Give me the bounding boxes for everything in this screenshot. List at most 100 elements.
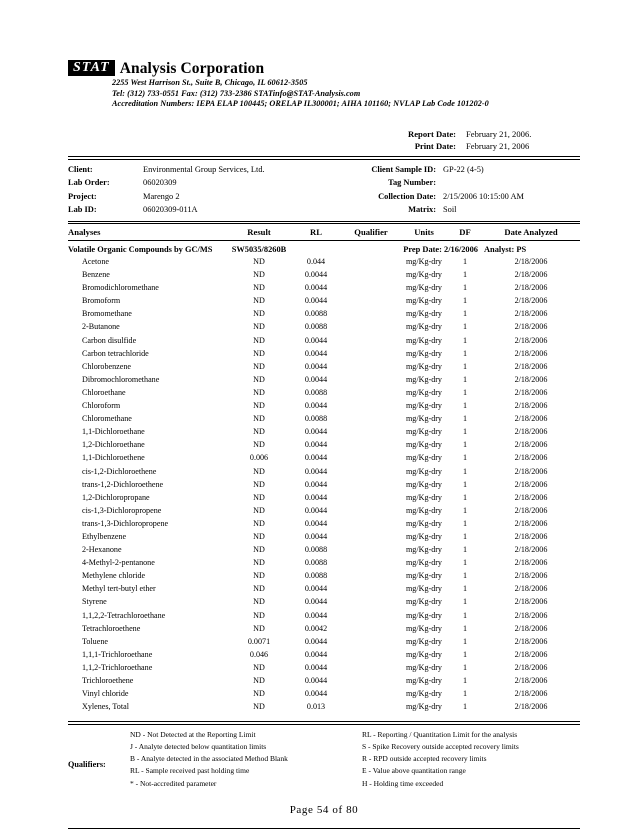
cell-dilution-factor: 1 (462, 322, 468, 332)
legend-left-column: ND - Not Detected at the Reporting Limit… (130, 729, 362, 790)
cell-units: mg/Kg-dry (406, 545, 442, 555)
legend-item: S - Spike Recovery outside accepted reco… (362, 741, 519, 751)
qualifier-legend: Qualifiers: ND - Not Detected at the Rep… (68, 725, 580, 790)
cell-date-analyzed: 2/18/2006 (514, 270, 548, 280)
cell-analyte: cis-1,2-Dichloroethene (82, 466, 157, 476)
cell-units: mg/Kg-dry (406, 676, 442, 685)
header-rl: RL (310, 227, 322, 237)
cell-date-analyzed: 2/18/2006 (514, 492, 548, 502)
cell-date-analyzed: 2/18/2006 (514, 309, 548, 319)
cell-qualifier (342, 543, 400, 556)
cell-reporting-limit: 0.0044 (304, 374, 328, 384)
cell-units: mg/Kg-dry (406, 662, 442, 672)
cell-units: mg/Kg-dry (406, 518, 442, 528)
divider-above-headers (68, 220, 580, 224)
matrix-label: Matrix: (408, 205, 436, 214)
cell-units: mg/Kg-dry (406, 335, 442, 345)
cell-analyte: Tetrachloroethene (82, 623, 141, 633)
cell-dilution-factor: 1 (462, 466, 468, 476)
cell-date-analyzed: 2/18/2006 (514, 257, 548, 266)
cell-dilution-factor: 1 (462, 257, 468, 266)
cell-analyte: Xylenes, Total (82, 702, 129, 712)
cell-result: ND (253, 257, 265, 266)
cell-result: ND (253, 531, 265, 541)
cell-date-analyzed: 2/18/2006 (514, 322, 548, 332)
cell-reporting-limit: 0.0044 (304, 479, 328, 489)
cell-analyte: 1,1,2-Trichloroethane (82, 662, 153, 672)
table-row: Methylene chloride ND 0.0088 mg/Kg-dry 1 2/18… (68, 569, 580, 582)
table-row: cis-1,2-Dichloroethene ND 0.0044 mg/Kg-dry 1… (68, 465, 580, 478)
cell-date-analyzed: 2/18/2006 (514, 531, 548, 541)
cell-result: 0.046 (249, 649, 269, 659)
cell-qualifier (342, 582, 400, 595)
cell-analyte: Toluene (82, 636, 108, 646)
cell-analyte: 2-Hexanone (82, 545, 122, 555)
cell-qualifier (342, 438, 400, 451)
cell-result: ND (253, 610, 265, 620)
cell-units: mg/Kg-dry (406, 401, 442, 411)
table-row: 1,1,1-Trichloroethane 0.046 0.0044 mg/Kg-dr… (68, 648, 580, 661)
cell-dilution-factor: 1 (462, 676, 468, 685)
cell-qualifier (342, 281, 400, 294)
document-page: STAT Analysis Corporation 2255 West Harr… (68, 60, 580, 829)
cell-date-analyzed: 2/18/2006 (514, 662, 548, 672)
cell-date-analyzed: 2/18/2006 (514, 518, 548, 528)
cell-date-analyzed: 2/18/2006 (514, 623, 548, 633)
cell-qualifier (342, 307, 400, 320)
table-row: Chloromethane ND 0.0088 mg/Kg-dry 1 2/18/2006 (68, 412, 580, 425)
print-date-value: February 21, 2006 (466, 141, 530, 151)
cell-analyte: trans-1,2-Dichloroethene (82, 479, 164, 489)
cell-qualifier (342, 334, 400, 347)
table-row: Carbon tetrachloride ND 0.0044 mg/Kg-dry 1 2/… (68, 347, 580, 360)
header-analyses: Analyses (68, 227, 101, 237)
cell-analyte: Vinyl chloride (82, 689, 129, 699)
cell-date-analyzed: 2/18/2006 (514, 283, 548, 293)
cell-reporting-limit: 0.0088 (304, 322, 328, 332)
cell-qualifier (342, 674, 400, 687)
cell-qualifier (342, 268, 400, 281)
table-row: Benzene ND 0.0044 mg/Kg-dry 1 2/18/2006 (68, 268, 580, 281)
divider-top (68, 156, 580, 160)
cell-date-analyzed: 2/18/2006 (514, 335, 548, 345)
cell-result: ND (253, 662, 265, 672)
cell-result: ND (253, 440, 265, 450)
cell-date-analyzed: 2/18/2006 (514, 636, 548, 646)
cell-reporting-limit: 0.0088 (304, 545, 328, 555)
header-df: DF (459, 227, 471, 237)
legend-item: R - RPD outside accepted recovery limits (362, 754, 487, 764)
cell-date-analyzed: 2/18/2006 (514, 387, 548, 397)
cell-reporting-limit: 0.0044 (304, 689, 328, 699)
matrix-value: Soil (443, 205, 457, 214)
cell-analyte: Trichloroethene (82, 676, 134, 685)
cell-qualifier (342, 595, 400, 608)
table-row: Chloroethane ND 0.0088 mg/Kg-dry 1 2/18/2006 (68, 386, 580, 399)
cell-units: mg/Kg-dry (406, 296, 442, 306)
analyte-table-body: Acetone ND 0.044 mg/Kg-dry 1 2/18/2006 Benzene… (68, 255, 580, 713)
cell-result: ND (253, 492, 265, 502)
cell-result: ND (253, 689, 265, 699)
cell-dilution-factor: 1 (462, 283, 468, 293)
table-row: Tetrachloroethene ND 0.0042 mg/Kg-dry 1 2/18/… (68, 622, 580, 635)
cell-reporting-limit: 0.0044 (304, 270, 328, 280)
cell-date-analyzed: 2/18/2006 (514, 296, 548, 306)
print-date-label: Print Date: (414, 141, 456, 151)
table-row: Styrene ND 0.0044 mg/Kg-dry 1 2/18/2006 (68, 595, 580, 608)
cell-dilution-factor: 1 (462, 558, 468, 568)
cell-units: mg/Kg-dry (406, 584, 442, 594)
lab-order-value: 06020309 (143, 178, 177, 187)
cell-result: ND (253, 348, 265, 358)
cell-dilution-factor: 1 (462, 584, 468, 594)
table-row: Bromodichloromethane ND 0.0044 mg/Kg-dry 1 2/… (68, 281, 580, 294)
cell-result: ND (253, 427, 265, 437)
divider-above-legend (68, 721, 580, 725)
table-row: Acetone ND 0.044 mg/Kg-dry 1 2/18/2006 (68, 255, 580, 268)
cell-qualifier (342, 635, 400, 648)
cell-dilution-factor: 1 (462, 636, 468, 646)
method-code: SW5035/8260B (231, 245, 287, 254)
cell-reporting-limit: 0.0044 (304, 518, 328, 528)
table-row: Carbon disulfide ND 0.0044 mg/Kg-dry 1 2/18/2… (68, 334, 580, 347)
table-row: Trichloroethene ND 0.0044 mg/Kg-dry 1 2/18/20… (68, 674, 580, 687)
cell-analyte: Methyl tert-butyl ether (82, 584, 156, 594)
table-row: 1,2-Dichloropropane ND 0.0044 mg/Kg-dry 1 2/1… (68, 491, 580, 504)
cell-units: mg/Kg-dry (406, 636, 442, 646)
